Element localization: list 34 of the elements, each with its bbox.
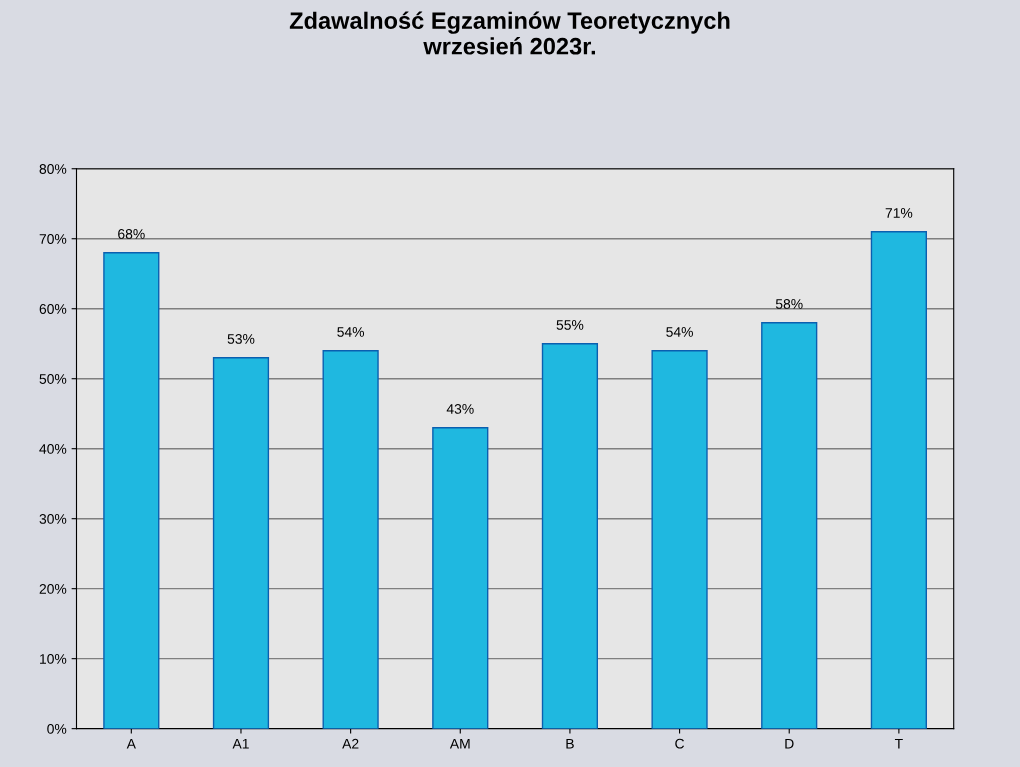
data-label: 55% bbox=[556, 320, 584, 330]
y-tick-label: 10% bbox=[40, 654, 67, 664]
data-label: 68% bbox=[118, 229, 145, 239]
bar bbox=[761, 322, 818, 729]
x-tick-label: T bbox=[894, 738, 903, 749]
data-label: 53% bbox=[227, 334, 255, 344]
y-tick-label: 80% bbox=[39, 164, 67, 174]
bar bbox=[432, 427, 489, 729]
bar bbox=[870, 231, 927, 729]
bar bbox=[212, 357, 270, 729]
data-label: 71% bbox=[885, 208, 913, 218]
x-tick-label: A1 bbox=[232, 738, 249, 749]
data-label: 43% bbox=[446, 404, 474, 414]
x-tick-label: AM bbox=[449, 738, 470, 749]
x-tick-label: A2 bbox=[342, 738, 359, 749]
chart-title: Zdawalność Egzaminów Teoretycznych wrzesień 2023r. bbox=[289, 11, 730, 55]
data-label: 58% bbox=[775, 299, 803, 309]
y-tick-label: 70% bbox=[39, 234, 67, 244]
y-tick-label: 40% bbox=[39, 444, 67, 454]
bar bbox=[541, 343, 599, 729]
bar bbox=[322, 350, 379, 729]
bar bbox=[651, 350, 708, 729]
y-tick-label: 50% bbox=[39, 374, 67, 384]
y-tick-label: 30% bbox=[39, 514, 67, 524]
bar bbox=[103, 252, 160, 729]
data-label: 54% bbox=[666, 327, 693, 337]
x-tick-label: B bbox=[566, 738, 574, 749]
y-tick-label: 0% bbox=[47, 723, 67, 734]
x-tick-label: A bbox=[126, 738, 136, 749]
data-label: 54% bbox=[337, 327, 365, 337]
y-tick-label: 20% bbox=[39, 584, 67, 594]
x-tick-label: C bbox=[675, 738, 685, 749]
y-tick-label: 60% bbox=[39, 304, 67, 314]
x-tick-label: D bbox=[785, 738, 794, 749]
